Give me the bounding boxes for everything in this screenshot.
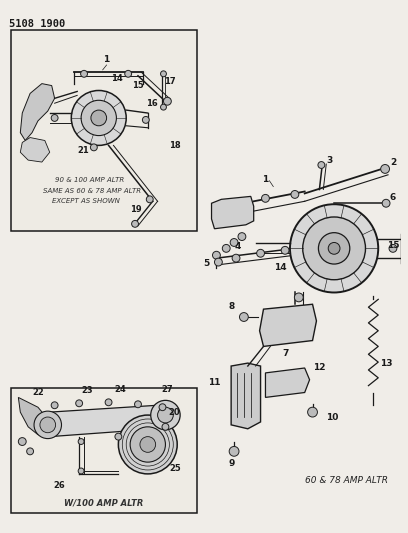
Text: 21: 21 — [77, 146, 89, 155]
Circle shape — [146, 196, 153, 203]
Text: 15: 15 — [387, 241, 399, 250]
Circle shape — [76, 400, 82, 407]
Circle shape — [381, 165, 390, 173]
Text: 19: 19 — [130, 205, 142, 214]
Text: 5108 1900: 5108 1900 — [9, 19, 65, 29]
Polygon shape — [259, 304, 317, 346]
Text: 14: 14 — [111, 74, 122, 83]
Circle shape — [118, 415, 177, 474]
Text: 7: 7 — [282, 349, 288, 358]
Text: 25: 25 — [169, 464, 181, 473]
Circle shape — [389, 245, 397, 252]
Circle shape — [229, 447, 239, 456]
Circle shape — [81, 70, 87, 77]
Polygon shape — [231, 363, 261, 429]
Circle shape — [160, 104, 166, 110]
Text: 15: 15 — [132, 81, 144, 90]
Circle shape — [257, 249, 264, 257]
Text: W/100 AMP ALTR: W/100 AMP ALTR — [64, 499, 143, 508]
Text: 20: 20 — [169, 408, 180, 417]
Text: 17: 17 — [164, 77, 175, 86]
Polygon shape — [50, 405, 160, 437]
Circle shape — [105, 399, 112, 406]
Circle shape — [27, 448, 33, 455]
Polygon shape — [20, 84, 55, 141]
Circle shape — [40, 417, 55, 433]
Circle shape — [215, 258, 222, 266]
Circle shape — [151, 400, 180, 430]
Text: 1: 1 — [104, 54, 110, 63]
Circle shape — [213, 251, 220, 259]
Circle shape — [81, 100, 116, 135]
Text: 3: 3 — [326, 156, 333, 165]
Circle shape — [34, 411, 62, 439]
Circle shape — [238, 233, 246, 240]
Circle shape — [303, 217, 366, 280]
Circle shape — [230, 239, 238, 246]
Circle shape — [51, 402, 58, 409]
Text: 1: 1 — [262, 175, 268, 184]
Polygon shape — [266, 368, 310, 398]
Circle shape — [222, 245, 230, 252]
Text: 11: 11 — [208, 378, 221, 387]
Polygon shape — [211, 196, 254, 229]
Text: 4: 4 — [235, 242, 241, 251]
Circle shape — [262, 195, 269, 202]
Circle shape — [18, 438, 26, 446]
Text: 6: 6 — [390, 193, 396, 202]
Circle shape — [142, 117, 149, 123]
Circle shape — [162, 423, 169, 430]
Circle shape — [160, 71, 166, 77]
Circle shape — [328, 243, 340, 254]
Text: 22: 22 — [32, 388, 44, 397]
Text: 8: 8 — [228, 302, 234, 311]
Text: SAME AS 60 & 78 AMP ALTR: SAME AS 60 & 78 AMP ALTR — [43, 188, 141, 193]
Text: 24: 24 — [115, 385, 126, 394]
Text: 9: 9 — [229, 458, 235, 467]
Text: 27: 27 — [162, 385, 173, 394]
Circle shape — [51, 115, 58, 122]
Circle shape — [140, 437, 155, 453]
Text: 12: 12 — [313, 364, 326, 373]
Text: EXCEPT AS SHOWN: EXCEPT AS SHOWN — [52, 198, 120, 204]
Circle shape — [290, 204, 378, 293]
Polygon shape — [20, 138, 50, 162]
Text: 16: 16 — [146, 99, 157, 108]
Circle shape — [232, 254, 240, 262]
Circle shape — [157, 407, 173, 423]
Circle shape — [239, 312, 248, 321]
Circle shape — [295, 293, 303, 302]
Circle shape — [115, 433, 122, 440]
Circle shape — [130, 427, 165, 462]
Circle shape — [164, 98, 171, 105]
Circle shape — [78, 439, 84, 445]
Text: 23: 23 — [81, 386, 93, 395]
Text: 14: 14 — [274, 263, 286, 272]
Text: 18: 18 — [169, 141, 181, 150]
Text: 60 & 78 AMP ALTR: 60 & 78 AMP ALTR — [305, 477, 388, 485]
Text: 26: 26 — [54, 481, 65, 490]
Text: 13: 13 — [380, 359, 392, 368]
Circle shape — [91, 110, 106, 126]
Bar — [11, 30, 197, 231]
Circle shape — [281, 246, 289, 254]
Text: 5: 5 — [204, 259, 210, 268]
Polygon shape — [18, 398, 48, 435]
Circle shape — [125, 70, 132, 77]
Bar — [11, 387, 197, 513]
Text: 2: 2 — [390, 158, 396, 167]
Circle shape — [159, 404, 166, 410]
Circle shape — [318, 233, 350, 264]
Text: 10: 10 — [326, 413, 338, 422]
Circle shape — [308, 407, 317, 417]
Circle shape — [318, 161, 325, 168]
Circle shape — [135, 401, 142, 408]
Circle shape — [132, 221, 138, 227]
Text: 90 & 100 AMP ALTR: 90 & 100 AMP ALTR — [55, 177, 124, 183]
Circle shape — [291, 190, 299, 198]
Circle shape — [71, 91, 126, 146]
Circle shape — [91, 144, 97, 151]
Circle shape — [382, 199, 390, 207]
Circle shape — [78, 468, 84, 474]
